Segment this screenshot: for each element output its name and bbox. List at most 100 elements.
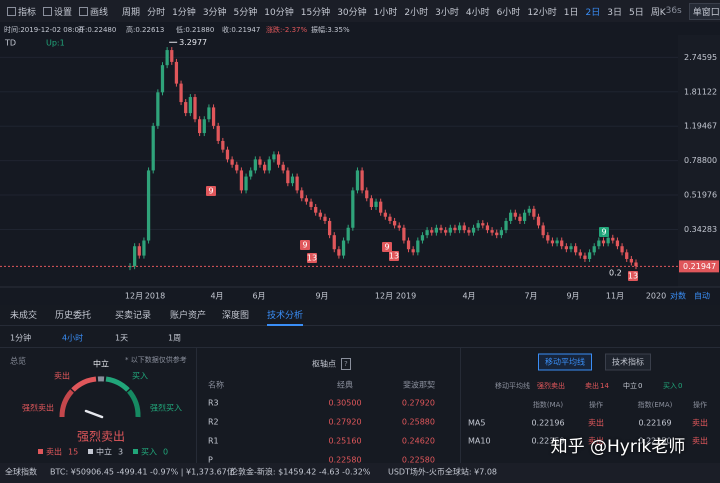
active[interactable]: 2日	[585, 7, 601, 18]
summary-title: 总览	[10, 356, 26, 366]
divider	[460, 348, 461, 463]
candle	[467, 230, 471, 233]
scale-button[interactable]: 对数	[670, 291, 686, 301]
interval-select[interactable]: 1天	[115, 333, 129, 343]
candle	[462, 225, 466, 231]
count-value: 3	[118, 447, 124, 457]
period[interactable]: 分时	[147, 7, 166, 18]
period[interactable]: 10分钟	[264, 7, 294, 18]
footer-label: 全球指数	[5, 467, 37, 477]
ma-cell: 卖出	[692, 436, 708, 446]
td-label: 13	[307, 254, 317, 263]
period[interactable]: 30分钟	[337, 7, 367, 18]
candle	[625, 252, 629, 259]
gauge-arc	[71, 376, 97, 392]
period[interactable]: 15分钟	[300, 7, 331, 18]
tab[interactable]: 技术分析	[267, 310, 304, 326]
candle	[509, 212, 513, 221]
period[interactable]: 5日	[628, 7, 644, 18]
pivot-help: ?	[341, 358, 351, 370]
footer-item: BTC: ¥50906.45 -499.41 -0.97% | ¥1,373.6…	[50, 467, 235, 477]
period[interactable]: 3小时	[435, 7, 459, 18]
tool[interactable]: 画线	[79, 5, 108, 18]
info-item: 开:0.22480	[78, 26, 117, 34]
tab[interactable]: 未成交	[10, 311, 38, 321]
candle	[258, 159, 262, 165]
pivot-cell: P	[208, 455, 213, 465]
candle	[383, 212, 387, 217]
candle	[411, 249, 415, 253]
period[interactable]: 周K	[650, 7, 666, 18]
interval-select[interactable]: 1分钟	[10, 333, 32, 343]
period[interactable]: 2小时	[404, 7, 429, 18]
candle	[392, 220, 397, 226]
period[interactable]: 12小时	[527, 7, 557, 18]
candle	[453, 227, 457, 231]
tool[interactable]: 指标	[7, 5, 36, 18]
divider	[196, 348, 197, 463]
candle	[397, 225, 401, 228]
gauge-label: 强烈卖出	[22, 403, 54, 413]
candle	[522, 212, 527, 221]
gauge-label: 买入	[132, 371, 148, 381]
ma-cell: MA5	[468, 418, 486, 428]
count-swatch	[38, 449, 43, 454]
td-label: 9	[384, 243, 389, 252]
candle	[142, 240, 146, 256]
period[interactable]: 6小时	[496, 7, 521, 18]
candle	[546, 235, 550, 241]
toolbar: 指标 设置 画线 周期 分时 1分钟 3分钟 5分钟 10分钟 15分钟 30分钟 1小时 2小时 3小时…	[0, 0, 720, 22]
candle	[471, 227, 476, 233]
candle	[490, 230, 494, 233]
ma-count-value: 0	[678, 382, 683, 390]
tab[interactable]: 买卖记录	[115, 311, 152, 321]
gauge-label: 中立	[93, 359, 109, 369]
tab[interactable]: 深度图	[222, 311, 250, 321]
candle	[578, 252, 582, 256]
count-value: 0	[163, 447, 169, 457]
x-tick-label: 2020	[646, 292, 666, 301]
tab[interactable]: 账户资产	[170, 311, 207, 321]
period[interactable]: 3日	[607, 7, 622, 18]
scale-button[interactable]: 自动	[694, 291, 710, 301]
x-tick-label: 2019	[396, 292, 416, 301]
candle	[276, 154, 281, 165]
x-tick-label: 4月	[210, 292, 223, 301]
info-item: 低:0.21880	[176, 26, 215, 34]
tab[interactable]: 历史委托	[55, 311, 92, 321]
period[interactable]: 5分钟	[233, 7, 258, 18]
candle	[267, 159, 271, 171]
period[interactable]: 1分钟	[172, 7, 196, 18]
candle	[388, 216, 392, 221]
pivot-cell: R3	[208, 398, 219, 408]
interval-select[interactable]: 1周	[168, 333, 182, 343]
interval-select[interactable]: 4小时	[62, 333, 84, 343]
candle	[560, 240, 564, 247]
window-button[interactable]: 单窗口	[688, 2, 720, 20]
y-tick-label: 0.78800	[684, 156, 717, 165]
period[interactable]: 4小时	[465, 7, 490, 18]
td-marker	[307, 253, 317, 263]
ma-button[interactable]: 技术指标	[605, 353, 651, 371]
period[interactable]: 1小时	[373, 7, 398, 18]
candle	[262, 164, 267, 171]
pivot-cell: 0.22580	[401, 455, 435, 465]
info-item: 时间:2019-12-02 08:00	[4, 26, 84, 34]
candle	[601, 240, 606, 244]
ma-label: 移动平均线	[495, 382, 530, 390]
period[interactable]: 3分钟	[202, 7, 227, 18]
candle	[160, 65, 165, 93]
candle	[327, 220, 332, 236]
pivot-cell: 0.22580	[328, 455, 362, 465]
y-tick-label: 1.19467	[684, 122, 717, 131]
candle	[513, 212, 517, 217]
tool[interactable]: 设置	[43, 5, 72, 18]
y-tick-label: 1.81122	[684, 87, 717, 96]
candle	[420, 235, 425, 241]
candle	[360, 170, 364, 191]
ma-button[interactable]: 移动平均线	[538, 353, 592, 371]
candle	[221, 140, 225, 150]
ma-count-value: 14	[600, 382, 609, 390]
x-tick-label: 9月	[315, 292, 328, 301]
period[interactable]: 1日	[563, 7, 579, 18]
